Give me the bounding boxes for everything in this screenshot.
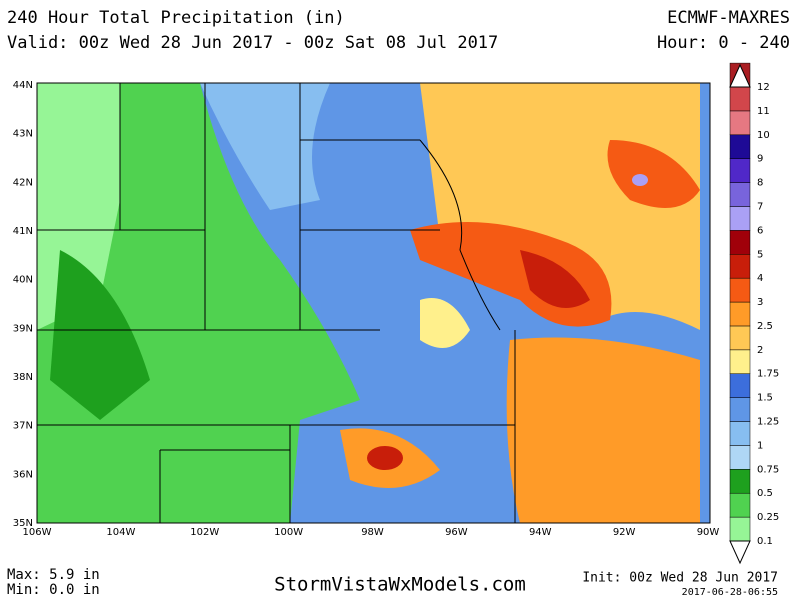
legend-label: 0.25 — [757, 512, 779, 523]
arrow-top — [729, 63, 751, 88]
timestamp: 2017-06-28-06:55 — [682, 587, 778, 598]
legend-label: 1.25 — [757, 417, 779, 428]
legend-label: 0.5 — [757, 488, 773, 499]
color-swatch — [729, 158, 751, 183]
lon-label: 102W — [190, 527, 219, 538]
legend-label: 12 — [757, 82, 770, 93]
color-swatch — [729, 134, 751, 159]
legend-label: 6 — [757, 225, 763, 236]
legend-label: 3 — [757, 297, 763, 308]
legend-label: 4 — [757, 273, 763, 284]
color-bar: 0.1 0.25 0.5 0.75 1 1.25 1.5 1.75 2 2.5 3 4 5 6 7 8 9 10 1… — [729, 62, 779, 565]
legend-label: 10 — [757, 130, 770, 141]
valid-time: Valid: 00z Wed 28 Jun 2017 - 00z Sat 08 … — [7, 33, 498, 53]
init-time: Init: 00z Wed 28 Jun 2017 — [582, 571, 778, 586]
latitude-labels: 44N 43N 42N 41N 40N 39N 38N 37N 36N 35N — [13, 80, 33, 529]
legend-label: 5 — [757, 249, 763, 260]
lat-label: 41N — [13, 226, 33, 237]
legend-label: 9 — [757, 154, 763, 165]
lon-label: 98W — [361, 527, 384, 538]
color-swatch — [729, 301, 751, 327]
hour-range: Hour: 0 - 240 — [657, 33, 790, 53]
precip-map — [36, 82, 711, 524]
color-swatch — [729, 86, 751, 112]
lat-label: 36N — [13, 469, 33, 480]
color-swatch — [729, 277, 751, 303]
legend-label: 2.5 — [757, 321, 773, 332]
lat-label: 38N — [13, 372, 33, 383]
legend-label: 8 — [757, 178, 763, 189]
model-name: ECMWF-MAXRES — [667, 8, 790, 28]
lat-label: 40N — [13, 275, 33, 286]
legend-label: 0.75 — [757, 464, 779, 475]
color-swatch — [729, 182, 751, 207]
color-swatch — [729, 469, 751, 494]
color-swatch — [729, 254, 751, 279]
lat-label: 42N — [13, 177, 33, 188]
lat-label: 44N — [13, 80, 33, 91]
legend-label: 2 — [757, 345, 763, 356]
color-swatch — [729, 110, 751, 136]
color-swatch — [729, 516, 751, 542]
lon-label: 100W — [274, 527, 303, 538]
lat-label: 43N — [13, 129, 33, 140]
color-swatch — [729, 445, 751, 470]
color-swatch — [729, 421, 751, 446]
legend-label: 7 — [757, 201, 763, 212]
legend-label: 1.5 — [757, 393, 773, 404]
arrow-bottom — [729, 540, 751, 565]
lat-label: 35N — [13, 518, 33, 529]
lon-label: 92W — [613, 527, 636, 538]
color-swatch — [729, 373, 751, 398]
color-swatch — [729, 230, 751, 255]
legend-label: 1 — [757, 440, 763, 451]
color-swatch — [729, 325, 751, 351]
legend-label: 1.75 — [757, 369, 779, 380]
max-value: Max: 5.9 in — [7, 567, 100, 583]
lat-label: 39N — [13, 323, 33, 334]
title: 240 Hour Total Precipitation (in) — [7, 8, 345, 28]
min-value: Min: 0.0 in — [7, 582, 100, 598]
legend-label: 0.1 — [757, 536, 773, 547]
longitude-labels: 106W 104W 102W 100W 98W 96W 94W 92W 90W — [23, 527, 720, 538]
color-swatch — [729, 492, 751, 518]
site-name: StormVistaWxModels.com — [274, 574, 526, 596]
lon-label: 106W — [23, 527, 52, 538]
lat-label: 37N — [13, 421, 33, 432]
color-swatch — [729, 397, 751, 422]
lon-label: 94W — [529, 527, 552, 538]
lon-label: 96W — [445, 527, 468, 538]
color-swatch — [729, 349, 751, 374]
color-swatch — [729, 206, 751, 231]
lon-label: 90W — [697, 527, 720, 538]
lon-label: 104W — [106, 527, 135, 538]
legend-label: 11 — [757, 106, 770, 117]
